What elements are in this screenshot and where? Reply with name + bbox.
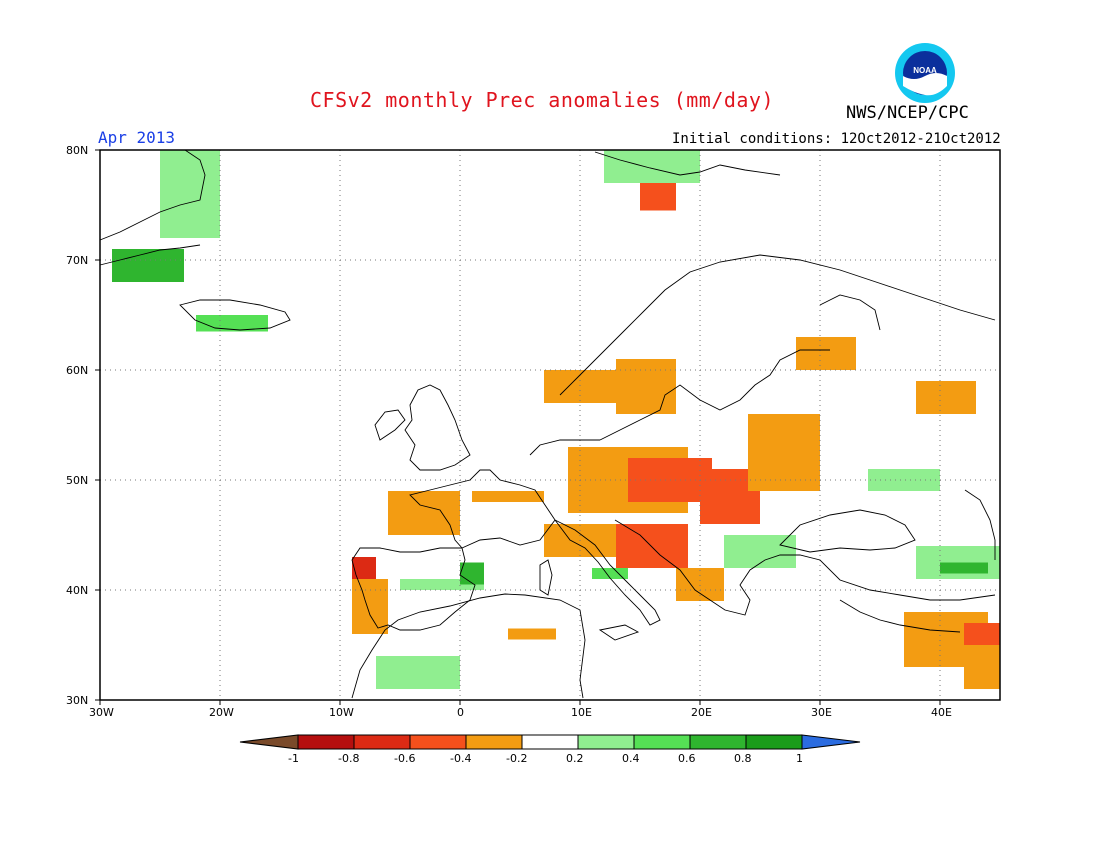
map-frame [99, 149, 1001, 701]
colorbar-segment [577, 734, 635, 750]
lat-label: 30N [66, 694, 89, 707]
anomaly-cell [376, 656, 460, 689]
coastline-scandinavia [559, 254, 996, 396]
lon-label: 0 [457, 706, 464, 719]
colorbar-tick-label: -0.2 [506, 752, 528, 765]
anomaly-cell [964, 623, 1000, 645]
colorbar-tick-label: 0.2 [566, 752, 584, 765]
colorbar-segment [409, 734, 467, 750]
noaa-logo: NOAA [895, 43, 955, 103]
colorbar-segment [353, 734, 411, 750]
anomaly-cell [616, 524, 688, 568]
coastline-white-sea [819, 294, 881, 331]
coastline-sicily [598, 624, 640, 641]
anomaly-cell [472, 491, 544, 502]
coastline-iceland [179, 299, 291, 331]
lon-label: 30W [89, 706, 114, 719]
anomaly-cell [868, 469, 940, 491]
colorbar-segment [745, 734, 803, 750]
lon-label: 20E [691, 706, 712, 719]
anomaly-cell [400, 579, 484, 590]
anomaly-cell [460, 562, 484, 585]
anomaly-cell [388, 491, 460, 535]
lat-label: 50N [66, 474, 89, 487]
anomaly-cell [676, 568, 724, 601]
anomaly-cell [616, 359, 676, 414]
coastline-svalbard [594, 151, 781, 176]
coastline-layer [99, 149, 996, 699]
forecast-month: Apr 2013 [98, 128, 176, 147]
colorbar-segment [521, 734, 579, 750]
colorbar-segment [689, 734, 747, 750]
noaa-logo-text: NOAA [913, 66, 937, 75]
colorbar-tick-label: 0.8 [734, 752, 752, 765]
anomaly-cell-layer [112, 150, 1000, 689]
colorbar-tick-label: 1 [796, 752, 803, 765]
anomaly-cell [640, 183, 676, 211]
lon-label: 20W [209, 706, 234, 719]
colorbar-tick-label: -0.6 [394, 752, 416, 765]
map-title: CFSv2 monthly Prec anomalies (mm/day) [310, 88, 775, 112]
anomaly-cell [508, 628, 556, 640]
lon-label: 30E [811, 706, 832, 719]
coastline-iberia [351, 547, 476, 631]
anomaly-cell [604, 150, 700, 183]
colorbar-tick-label: -0.4 [450, 752, 472, 765]
colorbar-tick-label: -0.8 [338, 752, 360, 765]
lon-label: 40E [931, 706, 952, 719]
anomaly-cell [160, 150, 220, 238]
coastline-turkey [839, 599, 961, 633]
initial-conditions: Initial conditions: 12Oct2012-21Oct2012 [672, 131, 1001, 147]
colorbar-tick-label: -1 [288, 752, 299, 765]
colorbar-segment [239, 734, 299, 750]
anomaly-cell [592, 568, 628, 579]
lon-label: 10E [571, 706, 592, 719]
coastline-britain [404, 384, 471, 471]
colorbar-segment [801, 734, 861, 750]
noaa-logo-wave [903, 73, 947, 96]
coastline-italy [554, 519, 661, 626]
coastline-balkans [614, 519, 996, 616]
coastline-europe [351, 593, 586, 699]
colorbar [239, 734, 861, 750]
coastline-black-sea [779, 509, 916, 553]
colorbar-segment [297, 734, 355, 750]
coastline-france [409, 469, 556, 549]
colorbar-tick-label: 0.6 [678, 752, 696, 765]
anomaly-cell [748, 414, 820, 491]
anomaly-cell [916, 381, 976, 414]
map-gridlines [95, 149, 1000, 705]
lat-label: 60N [66, 364, 89, 377]
anomaly-cell [112, 249, 184, 282]
colorbar-segment [465, 734, 523, 750]
coastline-sardinia [539, 559, 553, 596]
coastline-ireland [374, 409, 406, 441]
coastline-baltic [599, 349, 830, 441]
coastline-greenland [99, 149, 206, 266]
lon-label: 10W [329, 706, 354, 719]
coastline-north-sea [529, 439, 600, 456]
anomaly-cell [544, 524, 628, 557]
anomaly-cell [940, 562, 988, 574]
colorbar-tick-label: 0.4 [622, 752, 640, 765]
colorbar-segment [633, 734, 691, 750]
lat-label: 40N [66, 584, 89, 597]
anomaly-cell [796, 337, 856, 370]
coastline-caspian [964, 489, 996, 560]
lat-label: 70N [66, 254, 89, 267]
lat-label: 80N [66, 144, 89, 157]
agency-label: NWS/NCEP/CPC [846, 103, 969, 123]
anomaly-cell [352, 579, 388, 634]
